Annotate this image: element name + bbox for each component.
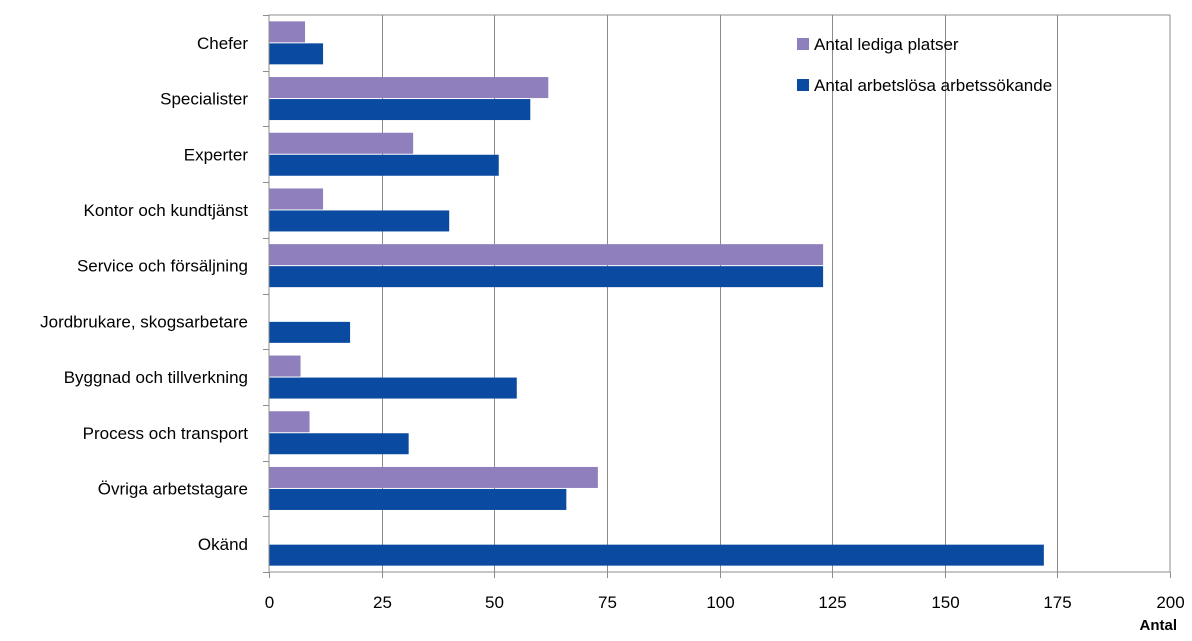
bar-lediga-platser (269, 132, 414, 154)
x-tick-label: 125 (818, 593, 846, 612)
x-tick-label: 75 (598, 593, 617, 612)
category-label: Chefer (197, 34, 248, 53)
bar-lediga-platser (269, 21, 306, 43)
x-tick-label: 175 (1043, 593, 1071, 612)
category-label: Byggnad och tillverkning (64, 368, 248, 387)
category-label: Process och transport (83, 424, 249, 443)
x-axis-title: Antal (1140, 617, 1178, 634)
bar-arbetslosa (269, 544, 1044, 566)
x-tick-label: 100 (706, 593, 734, 612)
x-tick-label: 200 (1156, 593, 1184, 612)
category-labels: Chefer Specialister Experter Kontor och kun… (40, 34, 248, 554)
bar-arbetslosa (269, 488, 567, 510)
x-tick-labels: 0 25 50 75 100 125 150 175 200 (265, 593, 1185, 612)
category-label: Övriga arbetstagare (98, 479, 248, 498)
x-tick-label: 50 (485, 593, 504, 612)
bar-arbetslosa (269, 154, 499, 176)
category-label: Kontor och kundtjänst (84, 201, 249, 220)
bar-lediga-platser (269, 355, 301, 377)
category-label: Okänd (198, 535, 248, 554)
bar-lediga-platser (269, 411, 310, 433)
x-tick-label: 25 (373, 593, 392, 612)
category-label: Service och försäljning (77, 257, 248, 276)
gridlines (382, 15, 1058, 572)
legend-swatch (797, 79, 809, 91)
bar-lediga-platser (269, 244, 824, 266)
legend: Antal lediga platser Antal arbetslösa arb… (797, 35, 1052, 95)
x-tick-label: 150 (931, 593, 959, 612)
category-label: Jordbrukare, skogsarbetare (40, 312, 248, 331)
bars (269, 21, 1044, 566)
plot-area-border (268, 14, 1171, 573)
category-label: Experter (184, 145, 249, 164)
bar-lediga-platser (269, 466, 598, 488)
category-label: Specialister (160, 90, 248, 109)
bar-arbetslosa (269, 321, 351, 343)
bar-arbetslosa (269, 43, 324, 65)
bar-arbetslosa (269, 210, 450, 232)
bar-arbetslosa (269, 99, 531, 121)
bar-lediga-platser (269, 188, 324, 210)
axes (263, 14, 1171, 578)
legend-label: Antal lediga platser (814, 35, 959, 54)
bar-arbetslosa (269, 433, 409, 455)
legend-label: Antal arbetslösa arbetssökande (814, 76, 1052, 95)
bar-arbetslosa (269, 377, 517, 399)
legend-swatch (797, 38, 809, 50)
bar-lediga-platser (269, 77, 549, 99)
x-tick-label: 0 (265, 593, 274, 612)
bar-arbetslosa (269, 266, 824, 288)
